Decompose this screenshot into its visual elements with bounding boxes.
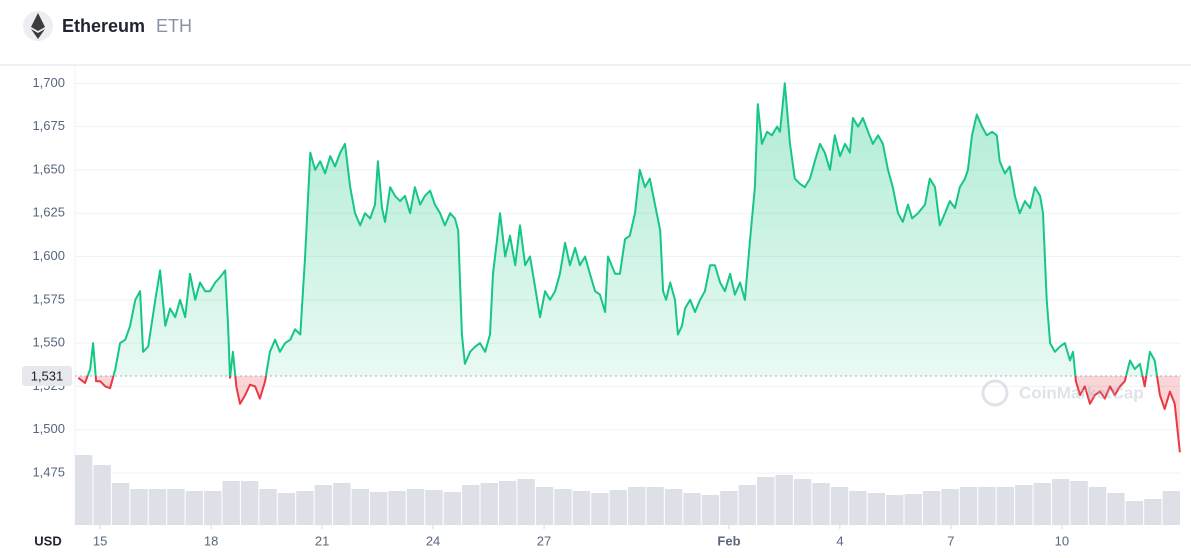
currency-label: USD [34, 533, 61, 548]
x-tick-label: 27 [537, 533, 551, 548]
x-tick-label: Feb [717, 533, 740, 548]
volume-bar [1162, 491, 1180, 525]
volume-bar [314, 485, 333, 525]
x-tick-label: 24 [426, 533, 440, 548]
volume-bar [185, 491, 204, 525]
volume-bar [240, 481, 259, 525]
volume-bar [425, 490, 443, 525]
volume-bar [886, 495, 904, 525]
volume-bar [1125, 501, 1144, 525]
volume-bar [333, 483, 351, 525]
volume-bar [812, 483, 830, 525]
volume-bar [628, 487, 646, 525]
area-up [87, 83, 1158, 377]
volume-bar [111, 483, 130, 525]
labels: 1,4751,5001,5251,5501,5751,6001,6251,650… [22, 75, 1069, 548]
volume-bar [75, 455, 93, 525]
price-line-up [86, 82, 1159, 377]
volume-bar [941, 489, 959, 525]
y-tick-label: 1,550 [32, 335, 65, 350]
y-tick-label: 1,625 [32, 205, 65, 220]
volume-bar [1070, 481, 1088, 525]
volume-bar [793, 479, 812, 525]
volume-bar [996, 487, 1015, 525]
baseline-badge [22, 366, 72, 387]
volume-bar [757, 477, 775, 525]
volume-bar [498, 481, 517, 525]
volume-bar [480, 483, 498, 525]
y-tick-label: 1,650 [32, 161, 65, 176]
volume-bar [1107, 493, 1125, 525]
volume-bar [738, 485, 757, 525]
y-tick-label: 1,575 [32, 291, 65, 306]
volume-bar [277, 493, 296, 525]
volume-bar [830, 487, 849, 525]
y-tick-label: 1,700 [32, 75, 65, 90]
volume-bar [554, 489, 572, 525]
volume-bar [369, 492, 388, 525]
volume-bar [93, 465, 111, 525]
volume-bar [535, 487, 554, 525]
volume-bar [683, 493, 701, 525]
volume-bar [388, 491, 406, 525]
x-tick-label: 18 [204, 533, 218, 548]
volume-bar [1033, 483, 1051, 525]
y-tick-label: 1,475 [32, 464, 65, 479]
volume-bar [1088, 487, 1107, 525]
y-tick-label: 1,500 [32, 421, 65, 436]
volume-bar [867, 493, 886, 525]
volume-bar [701, 495, 720, 525]
volume-bar [296, 491, 314, 525]
volume-bar [462, 485, 480, 525]
x-tick-label: 21 [315, 533, 329, 548]
volume-bar [609, 490, 627, 525]
coin-name: Ethereum [62, 16, 145, 36]
volume-bar [664, 489, 683, 525]
volume-bar [572, 491, 591, 525]
header-bg [0, 0, 1191, 64]
volume-bar [1015, 485, 1033, 525]
watermark-text: CoinMarketCap [1019, 383, 1144, 402]
volume-bar [406, 489, 425, 525]
volume-bar [978, 487, 996, 525]
volume-bar [1051, 479, 1070, 525]
volume-bar [167, 489, 185, 525]
volume-bar [222, 481, 240, 525]
volume-bar [443, 492, 462, 525]
baseline-label: 1,531 [31, 368, 64, 383]
coin-symbol: ETH [156, 16, 192, 36]
volume-bar [646, 487, 664, 525]
volume-bar [904, 494, 922, 525]
volume-bar [849, 491, 867, 525]
volume-bar [130, 489, 148, 525]
volume-bar [148, 489, 167, 525]
watermark: CoinMarketCap [981, 379, 1144, 407]
volume-bar [517, 479, 535, 525]
x-tick-label: 7 [947, 533, 954, 548]
volume-bar [959, 487, 978, 525]
x-tick-label: 4 [836, 533, 843, 548]
y-tick-label: 1,675 [32, 118, 65, 133]
volume-bar [922, 491, 941, 525]
volume-bar [591, 493, 609, 525]
price-line-down [77, 376, 1181, 453]
volume-bar [351, 489, 369, 525]
volume-bar [204, 491, 222, 525]
volume [75, 455, 1180, 525]
volume-bar [259, 489, 277, 525]
eth-icon [23, 11, 53, 41]
plot [75, 82, 1181, 453]
y-tick-label: 1,600 [32, 248, 65, 263]
volume-bar [1144, 499, 1162, 525]
volume-bar [775, 475, 793, 525]
x-tick-label: 10 [1055, 533, 1069, 548]
x-tick-label: 15 [93, 533, 107, 548]
volume-bar [720, 491, 738, 525]
